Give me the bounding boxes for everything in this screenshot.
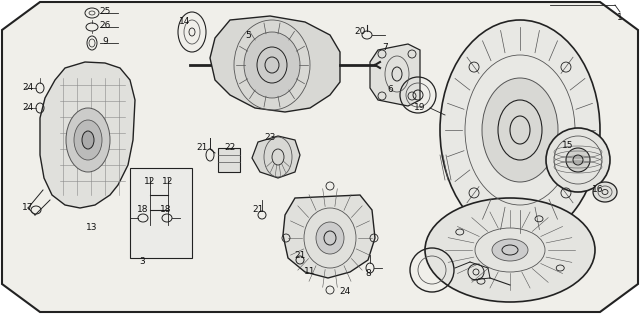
Ellipse shape — [66, 108, 110, 172]
Text: 12: 12 — [163, 177, 173, 187]
Text: 24: 24 — [22, 104, 34, 112]
Text: 19: 19 — [414, 104, 426, 112]
Text: 21: 21 — [252, 205, 264, 214]
Polygon shape — [252, 136, 300, 178]
Polygon shape — [283, 195, 375, 278]
Text: 3: 3 — [139, 257, 145, 267]
Text: 5: 5 — [245, 30, 251, 40]
Text: 24: 24 — [339, 288, 351, 296]
Polygon shape — [210, 16, 340, 112]
Text: 18: 18 — [137, 205, 148, 214]
Ellipse shape — [546, 128, 610, 192]
Ellipse shape — [87, 36, 97, 50]
Ellipse shape — [362, 31, 372, 39]
Text: 13: 13 — [86, 224, 98, 232]
Text: 26: 26 — [99, 21, 111, 30]
Ellipse shape — [74, 120, 102, 160]
Text: 6: 6 — [387, 85, 393, 95]
Ellipse shape — [566, 148, 590, 172]
Ellipse shape — [82, 131, 94, 149]
Text: 20: 20 — [355, 28, 365, 36]
Text: 23: 23 — [264, 133, 276, 143]
Ellipse shape — [492, 239, 528, 261]
Text: 14: 14 — [179, 18, 191, 26]
Polygon shape — [370, 44, 420, 106]
Text: 25: 25 — [99, 8, 111, 17]
Polygon shape — [130, 168, 192, 258]
Polygon shape — [40, 62, 135, 208]
Ellipse shape — [482, 78, 558, 182]
Text: 17: 17 — [22, 203, 34, 213]
Ellipse shape — [440, 20, 600, 240]
Polygon shape — [218, 148, 240, 172]
Text: 1: 1 — [617, 14, 623, 23]
Text: 15: 15 — [563, 140, 573, 149]
Ellipse shape — [425, 198, 595, 302]
Text: 18: 18 — [160, 205, 172, 214]
Text: 21: 21 — [294, 251, 306, 259]
Text: 16: 16 — [592, 186, 604, 194]
Text: 11: 11 — [304, 268, 316, 277]
Text: 22: 22 — [225, 143, 236, 153]
Text: 21: 21 — [196, 143, 208, 153]
Ellipse shape — [316, 222, 344, 254]
Ellipse shape — [593, 182, 617, 202]
Ellipse shape — [244, 32, 300, 98]
Text: 12: 12 — [144, 177, 156, 187]
Text: 8: 8 — [365, 269, 371, 279]
Text: 24: 24 — [22, 84, 34, 93]
Text: 7: 7 — [382, 44, 388, 52]
Text: 9: 9 — [102, 37, 108, 46]
